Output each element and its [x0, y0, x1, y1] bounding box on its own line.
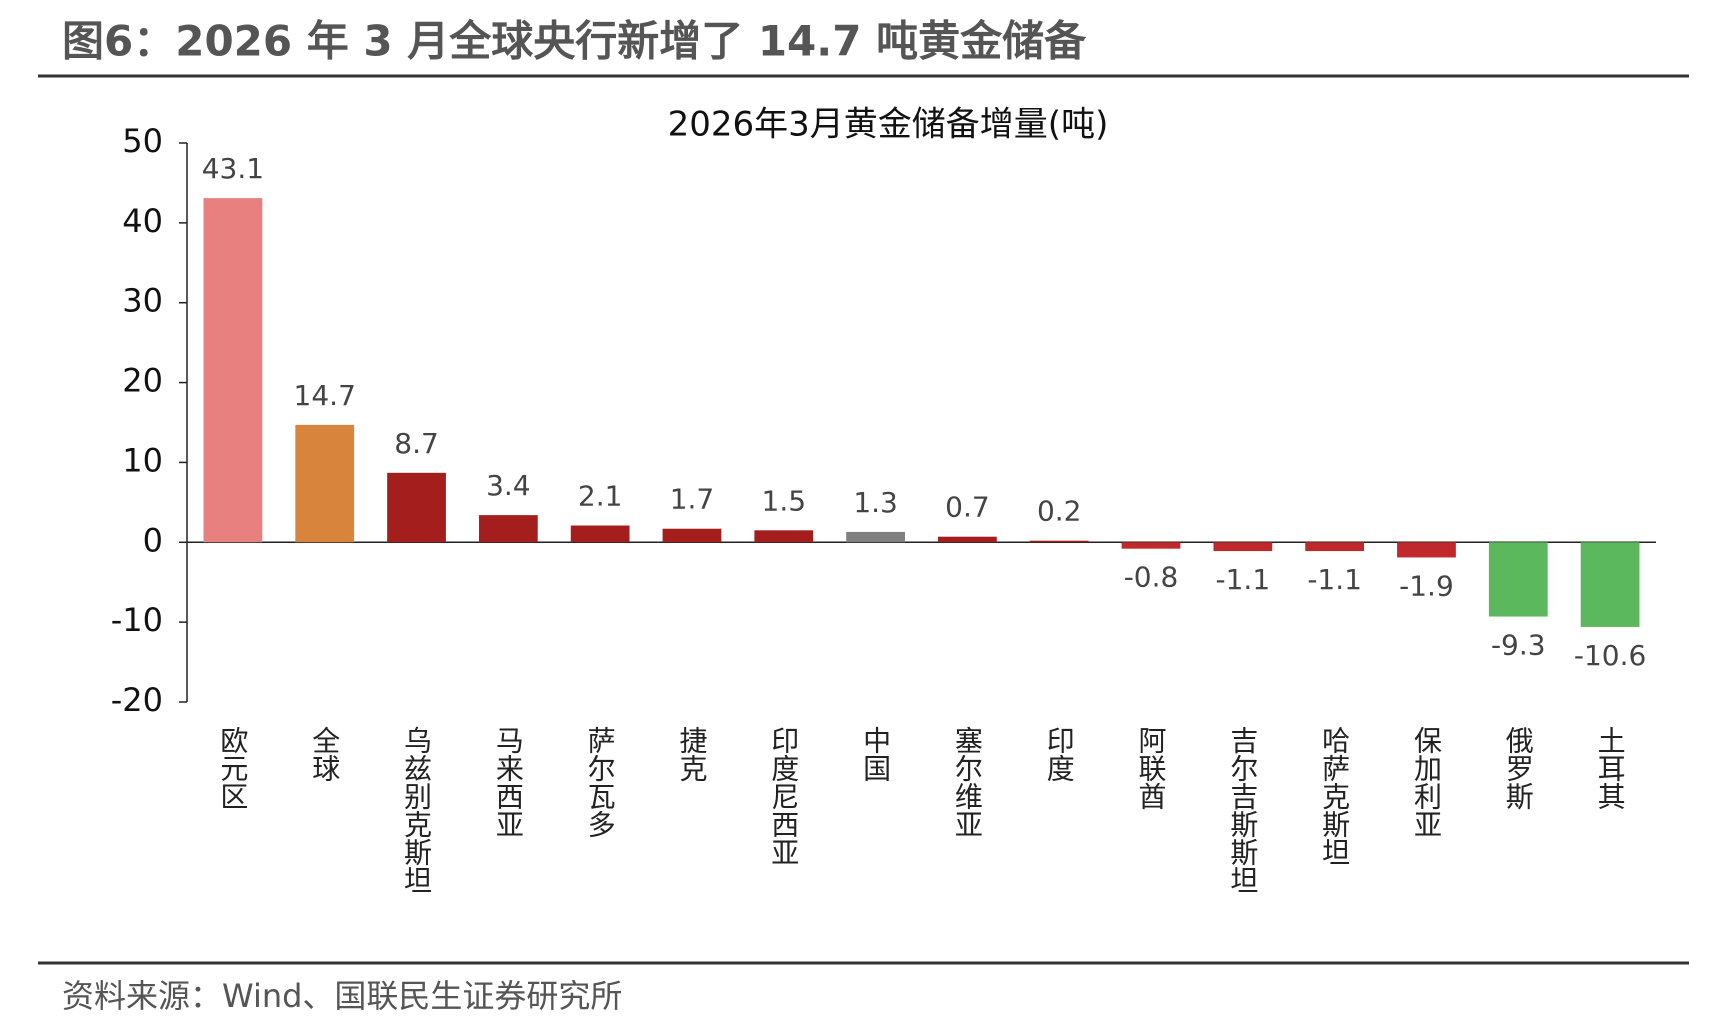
- x-tick-label: 中国: [859, 726, 892, 782]
- data-label: 0.7: [945, 491, 990, 524]
- bar: [1488, 542, 1548, 617]
- bar: [938, 536, 997, 543]
- bar: [1305, 542, 1365, 552]
- data-label: 8.7: [394, 427, 439, 460]
- x-tick-label: 土耳其: [1594, 726, 1627, 810]
- bar: [846, 531, 905, 543]
- y-tick-label: 40: [122, 202, 163, 240]
- bar: [478, 515, 538, 543]
- bar: [1580, 542, 1640, 627]
- x-tick-label: 塞尔维亚: [951, 726, 984, 838]
- x-tick-label: 马来西亚: [492, 726, 525, 838]
- data-label: 43.1: [202, 152, 264, 185]
- data-label: 0.2: [1037, 495, 1082, 528]
- bar: [1029, 540, 1089, 543]
- data-label: 1.3: [853, 486, 898, 519]
- data-label: -9.3: [1491, 629, 1546, 662]
- y-tick-label: 0: [143, 521, 163, 559]
- data-label: -10.6: [1574, 639, 1646, 672]
- data-label: -1.9: [1399, 569, 1454, 602]
- y-tick-label: 50: [122, 122, 163, 160]
- bar: [295, 424, 355, 543]
- x-tick-label: 乌兹别克斯坦: [400, 726, 433, 894]
- x-tick-label: 吉尔吉斯斯坦: [1226, 726, 1259, 894]
- header-title: 图6：2026 年 3 月全球央行新增了 14.7 吨黄金储备: [62, 17, 1087, 66]
- footer-source: 资料来源：Wind、国联民生证券研究所: [62, 977, 622, 1015]
- x-tick-label: 印度: [1043, 726, 1076, 782]
- y-tick-label: -10: [111, 601, 163, 639]
- y-tick-label: 10: [122, 441, 163, 479]
- data-label: 2.1: [578, 480, 623, 513]
- y-tick-label: -20: [111, 681, 163, 719]
- bar: [1397, 542, 1456, 558]
- x-tick-label: 哈萨克斯坦: [1318, 726, 1351, 866]
- x-tick-label: 欧元区: [216, 726, 249, 810]
- x-tick-label: 印度尼西亚: [767, 726, 800, 866]
- bar: [662, 528, 722, 543]
- data-label: -1.1: [1216, 563, 1271, 596]
- x-tick-label: 阿联酋: [1135, 726, 1168, 810]
- x-tick-label: 俄罗斯: [1502, 726, 1535, 810]
- bar: [754, 530, 814, 543]
- data-label: 14.7: [294, 379, 356, 412]
- bar: [1121, 542, 1181, 549]
- x-tick-label: 保加利亚: [1410, 726, 1443, 838]
- data-label: 3.4: [486, 469, 531, 502]
- bar: [1213, 542, 1273, 552]
- data-label: 1.7: [670, 483, 715, 516]
- data-label: 1.5: [762, 484, 807, 517]
- y-tick-label: 30: [122, 282, 163, 320]
- x-tick-label: 捷克: [675, 726, 708, 782]
- x-tick-label: 萨尔瓦多: [584, 726, 617, 838]
- chart-title: 2026年3月黄金储备增量(吨): [668, 105, 1109, 145]
- bar: [203, 198, 263, 543]
- data-label: -0.8: [1124, 561, 1179, 594]
- data-label: -1.1: [1307, 563, 1362, 596]
- bar: [570, 525, 630, 543]
- x-tick-label: 全球: [308, 726, 341, 782]
- y-tick-label: 20: [122, 362, 163, 400]
- bar: [387, 472, 446, 543]
